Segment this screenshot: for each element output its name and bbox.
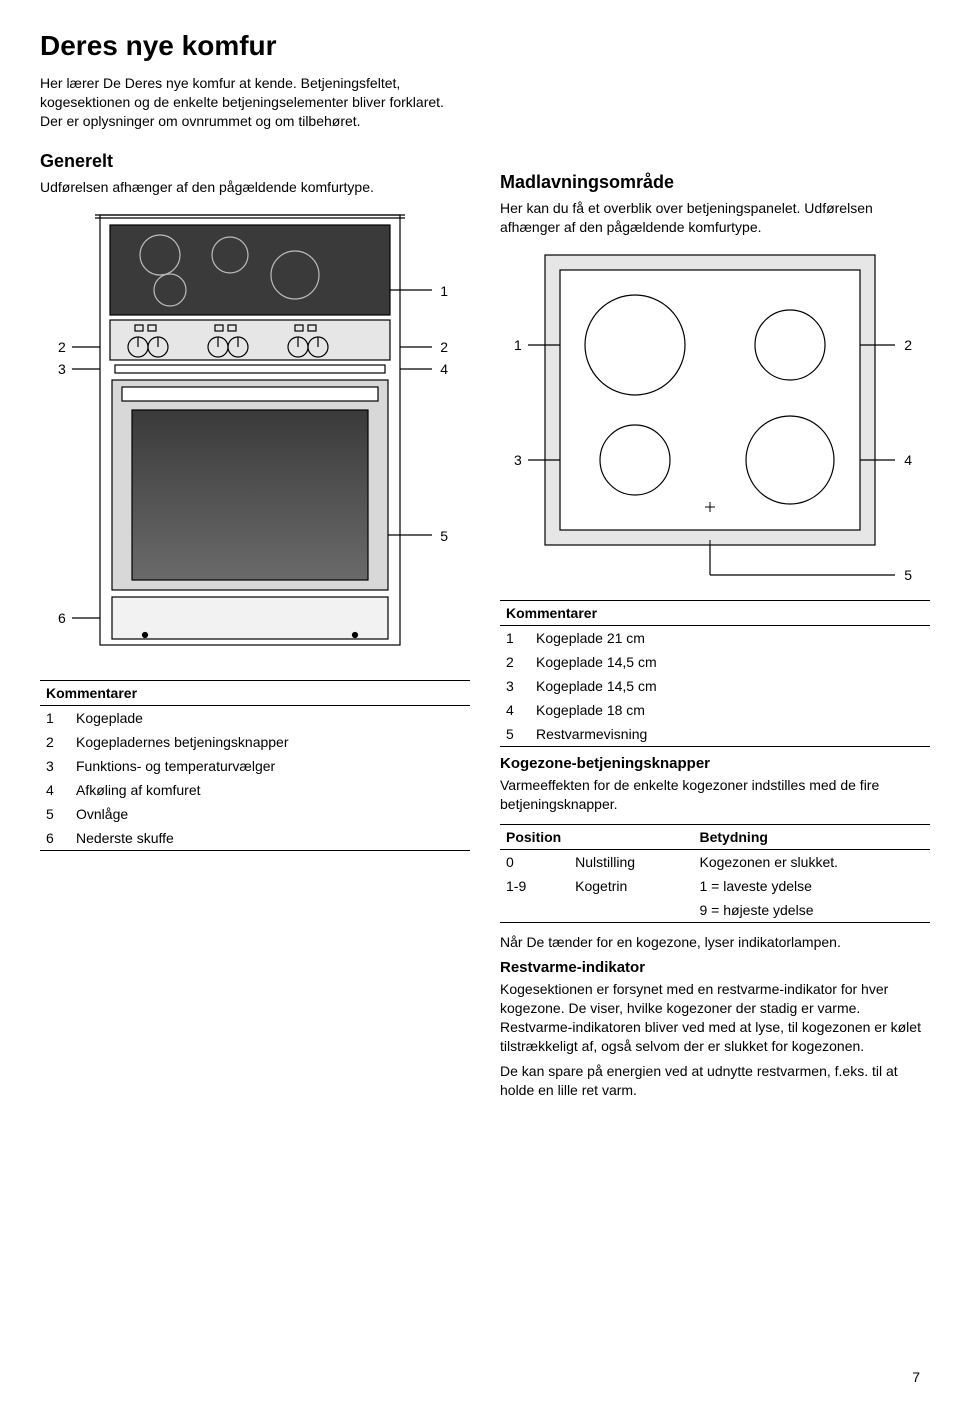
madlav-text: Her kan du få et overblik over betjening… (500, 199, 930, 237)
generelt-heading: Generelt (40, 151, 470, 172)
stove-label-5: 5 (440, 528, 448, 544)
knob-heading: Kogezone-betjeningsknapper (500, 755, 930, 772)
cooktop-label-2: 2 (904, 337, 912, 353)
col-position: Position (500, 824, 693, 849)
cooktop-label-4: 4 (904, 452, 912, 468)
indicator-line: Når De tænder for en kogezone, lyser ind… (500, 933, 930, 952)
stove-label-3: 3 (58, 361, 66, 377)
intro-text: Her lærer De Deres nye komfur at kende. … (40, 74, 470, 131)
restvarme-p2: De kan spare på energien ved at udnytte … (500, 1062, 930, 1100)
table-header: Kommentarer (40, 680, 470, 705)
cooktop-label-5: 5 (904, 567, 912, 583)
position-table: Position Betydning 0NulstillingKogezonen… (500, 824, 930, 923)
cooktop-label-1: 1 (514, 337, 522, 353)
stove-label-1: 1 (440, 283, 448, 299)
stove-label-2b: 2 (440, 339, 448, 355)
col-betydning: Betydning (693, 824, 930, 849)
page-number: 7 (912, 1369, 920, 1385)
page-title: Deres nye komfur (40, 30, 920, 62)
right-comments-table: Kommentarer 1Kogeplade 21 cm 2Kogeplade … (500, 600, 930, 747)
stove-label-6: 6 (58, 610, 66, 626)
table-header: Kommentarer (500, 600, 930, 625)
stove-label-4: 4 (440, 361, 448, 377)
madlav-heading: Madlavningsområde (500, 172, 930, 193)
cooktop-label-3: 3 (514, 452, 522, 468)
cooktop-figure: 1 2 3 4 5 (500, 245, 930, 600)
restvarme-heading: Restvarme-indikator (500, 959, 930, 976)
generelt-text: Udførelsen afhænger af den pågældende ko… (40, 178, 470, 197)
left-comments-table: Kommentarer 1Kogeplade 2Kogepladernes be… (40, 680, 470, 851)
stove-label-2a: 2 (58, 339, 66, 355)
knob-text: Varmeeffekten for de enkelte kogezoner i… (500, 776, 930, 814)
restvarme-p1: Kogesektionen er forsynet med en restvar… (500, 980, 930, 1056)
stove-figure: 1 2 3 2 4 5 6 (40, 205, 470, 670)
